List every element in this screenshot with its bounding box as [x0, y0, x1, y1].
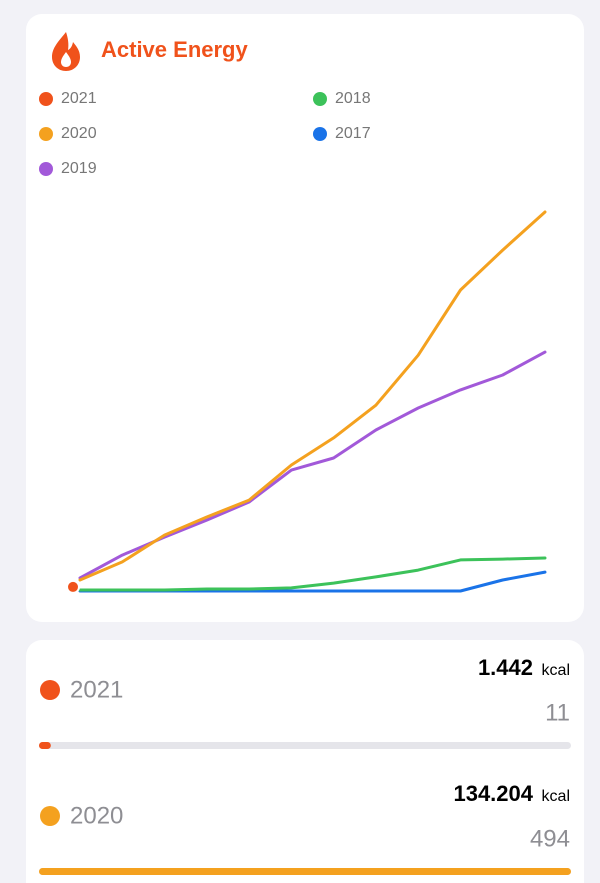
legend-label: 2021	[61, 90, 97, 107]
legend-label: 2017	[335, 125, 371, 142]
legend-dot	[39, 162, 53, 176]
legend-label: 2019	[61, 160, 97, 177]
legend-label: 2018	[335, 90, 371, 107]
legend-dot	[313, 92, 327, 106]
chart-title: Active Energy	[101, 37, 248, 62]
energy-unit: kcal	[542, 788, 570, 805]
energy-value: 134.204	[453, 781, 533, 806]
summary-card	[26, 640, 584, 883]
year-dot	[40, 806, 60, 826]
line-point	[66, 579, 80, 594]
progress-track	[39, 742, 571, 749]
chart-card	[26, 14, 584, 622]
year-label: 2020	[70, 802, 123, 829]
legend-dot	[39, 92, 53, 106]
energy-value: 1.442	[478, 655, 533, 680]
legend-label: 2020	[61, 125, 97, 142]
count-value: 494	[530, 825, 570, 852]
year-label: 2021	[70, 676, 123, 703]
count-value: 11	[545, 699, 570, 726]
progress-fill	[39, 742, 51, 749]
progress-fill	[39, 868, 571, 875]
flame-icon	[52, 32, 80, 71]
flame-icon-inner	[61, 52, 71, 67]
legend-dot	[39, 127, 53, 141]
energy-unit: kcal	[542, 662, 570, 679]
line-series	[78, 556, 547, 592]
year-dot	[40, 680, 60, 700]
legend-dot	[313, 127, 327, 141]
line-series	[78, 210, 547, 582]
